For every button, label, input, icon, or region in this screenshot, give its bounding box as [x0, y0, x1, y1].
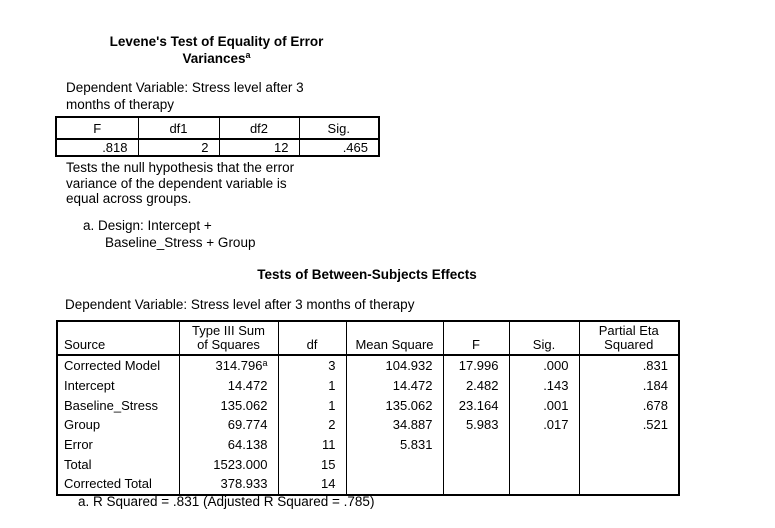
table-row: Baseline_Stress 135.062 1 135.062 23.164…	[57, 395, 679, 416]
levene-title-line2: Variancesa	[182, 50, 251, 67]
cell-f: 23.164	[442, 395, 509, 416]
table-row: Corrected Model 314.796a 3 104.932 17.99…	[57, 355, 679, 376]
footnote-marker-a: a	[262, 357, 268, 368]
cell-mean-square: 34.887	[345, 415, 443, 435]
cell-sig	[508, 454, 579, 475]
cell-sig	[508, 474, 579, 495]
cell-mean-square: 104.932	[345, 355, 443, 376]
cell-partial-eta	[578, 474, 679, 495]
between-subjects-title: Tests of Between-Subjects Effects	[257, 267, 477, 282]
levene-data-row: .818 2 12 .465	[56, 139, 379, 156]
cell-sig: .143	[508, 375, 579, 396]
cell-df: 3	[277, 355, 346, 376]
cell-df2-value: 12	[218, 139, 299, 156]
cell-mean-square	[345, 454, 443, 475]
column-header-df2: df2	[218, 117, 299, 140]
levene-title-line1: Levene's Test of Equality of Error	[109, 34, 324, 49]
cell-mean-square	[345, 474, 443, 495]
cell-f	[442, 434, 509, 455]
cell-partial-eta: .678	[578, 395, 679, 416]
table-row: Corrected Total 378.933 14	[57, 474, 679, 495]
cell-sum-of-squares: 314.796a	[178, 355, 278, 376]
column-header-type-iii-sum-of-squares: Type III Sum of Squares	[178, 321, 278, 356]
cell-partial-eta	[578, 454, 679, 475]
column-header-source: Source	[57, 321, 179, 356]
cell-f	[442, 474, 509, 495]
cell-df: 15	[277, 454, 346, 475]
cell-df: 2	[277, 415, 346, 435]
column-header-f: F	[56, 117, 138, 140]
between-subjects-dependent-variable-caption: Dependent Variable: Stress level after 3…	[65, 297, 415, 312]
cell-partial-eta	[578, 434, 679, 455]
table-row: Intercept 14.472 1 14.472 2.482 .143 .18…	[57, 375, 679, 396]
levene-dependent-variable-caption: Dependent Variable: Stress level after 3…	[66, 80, 304, 112]
column-header-df1: df1	[137, 117, 219, 140]
table-row: Group 69.774 2 34.887 5.983 .017 .521	[57, 415, 679, 435]
cell-partial-eta: .184	[578, 375, 679, 396]
cell-source: Baseline_Stress	[64, 397, 158, 413]
r-squared-footnote: a. R Squared = .831 (Adjusted R Squared …	[78, 494, 375, 509]
cell-f: 17.996	[442, 355, 509, 376]
cell-source: Intercept	[64, 378, 115, 394]
cell-sig	[508, 434, 579, 455]
table-row: Total 1523.000 15	[57, 454, 679, 475]
cell-df: 14	[277, 474, 346, 495]
cell-f-value: .818	[102, 140, 128, 155]
cell-sum-of-squares: 378.933	[178, 474, 278, 495]
cell-f	[442, 454, 509, 475]
cell-sig: .017	[508, 415, 579, 435]
cell-sig-value: .465	[298, 139, 379, 156]
column-header-df: df	[277, 321, 346, 356]
cell-sum-of-squares: 1523.000	[178, 454, 278, 475]
levene-null-hypothesis-note: Tests the null hypothesis that the error…	[66, 160, 295, 206]
cell-partial-eta: .521	[578, 415, 679, 435]
footnote-marker-a: a	[245, 50, 251, 60]
column-header-mean-square: Mean Square	[345, 321, 443, 356]
cell-source: Group	[64, 417, 101, 433]
levene-header-row: F df1 df2 Sig.	[56, 117, 379, 140]
cell-partial-eta: .831	[578, 355, 679, 376]
bse-header-row: Source Type III Sum of Squares df Mean S…	[57, 321, 679, 356]
cell-df: 1	[277, 395, 346, 416]
cell-source: Corrected Model	[64, 358, 161, 374]
column-header-sig: Sig.	[508, 321, 579, 356]
table-row: Error 64.138 11 5.831	[57, 434, 679, 455]
cell-sum-of-squares: 69.774	[178, 415, 278, 435]
column-header-sig: Sig.	[298, 117, 379, 140]
cell-df: 1	[277, 375, 346, 396]
levene-table[interactable]: F df1 df2 Sig. .818 2 12 .465	[55, 116, 380, 157]
cell-mean-square: 14.472	[345, 375, 443, 396]
design-footnote: a. Design: Intercept + Baseline_Stress +…	[83, 218, 256, 250]
cell-sig: .000	[508, 355, 579, 376]
cell-sum-of-squares: 14.472	[178, 375, 278, 396]
column-header-f: F	[442, 321, 509, 356]
cell-df: 11	[277, 434, 346, 455]
cell-sum-of-squares: 64.138	[178, 434, 278, 455]
cell-sig: .001	[508, 395, 579, 416]
cell-source: Error	[64, 437, 93, 453]
cell-f: 2.482	[442, 375, 509, 396]
column-header-partial-eta-squared: Partial Eta Squared	[578, 321, 679, 356]
levene-test-title: Levene's Test of Equality of Error Varia…	[55, 33, 378, 67]
cell-mean-square: 5.831	[345, 434, 443, 455]
cell-source: Corrected Total	[64, 476, 152, 492]
cell-sum-of-squares: 135.062	[178, 395, 278, 416]
cell-mean-square: 135.062	[345, 395, 443, 416]
cell-source: Total	[64, 456, 92, 472]
cell-f: 5.983	[442, 415, 509, 435]
between-subjects-table[interactable]: Source Type III Sum of Squares df Mean S…	[56, 320, 680, 496]
cell-df1-value: 2	[137, 139, 219, 156]
